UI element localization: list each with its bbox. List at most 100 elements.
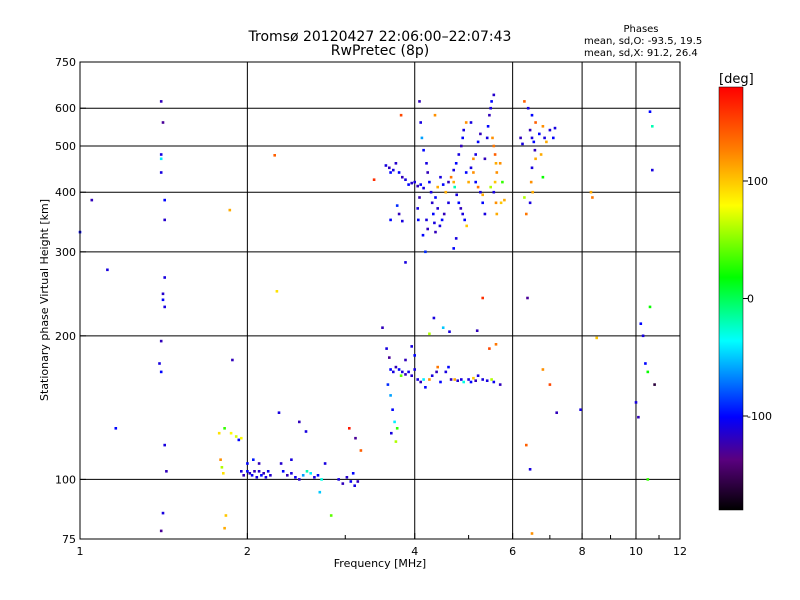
y-tick-label: 500 <box>55 140 76 153</box>
data-point <box>349 480 353 483</box>
data-point <box>534 121 537 124</box>
data-point <box>436 207 439 210</box>
data-point <box>485 136 489 140</box>
data-point <box>422 186 425 190</box>
data-point <box>345 476 349 479</box>
data-point <box>637 415 640 419</box>
data-point <box>492 144 496 148</box>
data-point <box>469 380 473 384</box>
data-point <box>483 212 487 216</box>
data-point <box>419 183 422 186</box>
data-points <box>78 93 656 535</box>
data-point <box>530 166 534 170</box>
data-point <box>433 221 436 225</box>
data-point <box>481 201 484 205</box>
data-point <box>313 476 316 479</box>
data-point <box>454 237 458 240</box>
data-point <box>410 374 413 377</box>
colorbar-label: [deg] <box>719 72 754 87</box>
data-point <box>521 142 524 146</box>
data-point <box>384 164 388 167</box>
data-point <box>653 383 656 386</box>
data-point <box>476 185 480 189</box>
data-point <box>646 370 650 374</box>
data-point <box>159 339 163 343</box>
data-point <box>391 408 394 411</box>
data-point <box>436 365 439 369</box>
data-point <box>390 431 393 435</box>
data-point <box>159 153 163 156</box>
data-point <box>419 121 422 124</box>
data-point <box>395 427 399 430</box>
data-point <box>545 140 548 144</box>
data-point <box>449 378 453 381</box>
data-point <box>430 201 434 205</box>
data-point <box>163 443 166 447</box>
data-point <box>404 358 407 362</box>
data-point <box>534 157 537 161</box>
data-point <box>452 168 455 172</box>
data-point <box>472 157 475 161</box>
phase-info-x: mean, sd,X: 91.2, 26.4 <box>584 48 698 59</box>
data-point <box>329 514 333 517</box>
data-point <box>410 181 413 185</box>
data-point <box>246 470 249 473</box>
data-point <box>416 207 419 210</box>
data-point <box>464 121 468 124</box>
y-axis: 75 100 200 300 400 500 600 750 <box>55 56 86 546</box>
x-tick-label: 4 <box>411 545 418 558</box>
data-point <box>453 378 456 381</box>
data-point <box>323 462 327 465</box>
data-point <box>234 435 238 438</box>
data-point <box>434 230 437 234</box>
data-point <box>526 106 530 110</box>
data-point <box>424 386 427 389</box>
data-point <box>460 378 463 381</box>
data-point <box>595 336 598 340</box>
data-point <box>404 373 407 376</box>
phase-info-title: Phases <box>623 24 658 35</box>
y-tick-label: 400 <box>55 186 76 199</box>
data-point <box>552 136 555 140</box>
data-point <box>525 212 528 216</box>
data-point <box>219 458 222 461</box>
data-point <box>541 125 545 128</box>
data-point <box>407 370 410 374</box>
data-point <box>469 121 473 124</box>
data-point <box>257 462 261 465</box>
data-point <box>467 180 470 184</box>
data-point <box>161 511 165 515</box>
data-point <box>543 136 546 140</box>
data-point <box>356 480 360 483</box>
data-point <box>456 379 459 382</box>
data-point <box>447 180 450 184</box>
data-point <box>448 330 451 333</box>
data-point <box>240 470 243 473</box>
data-point <box>501 180 504 184</box>
grid <box>80 62 680 539</box>
data-point <box>158 362 161 365</box>
data-point <box>461 212 464 216</box>
data-point <box>394 162 398 165</box>
data-point <box>341 482 345 485</box>
data-point <box>526 296 529 300</box>
data-point <box>425 162 428 165</box>
data-point <box>337 478 340 481</box>
data-point <box>407 183 410 186</box>
data-point <box>429 190 433 194</box>
y-tick-label: 300 <box>55 246 76 259</box>
data-point <box>489 106 492 110</box>
data-point <box>439 175 442 179</box>
data-point <box>646 478 650 481</box>
data-point <box>416 378 419 381</box>
data-point <box>447 201 450 205</box>
data-point <box>494 201 498 205</box>
data-point <box>489 185 492 189</box>
data-point <box>250 474 254 477</box>
y-tick-label: 100 <box>55 473 76 486</box>
data-point <box>531 190 534 194</box>
data-point <box>246 462 249 465</box>
data-point <box>548 383 552 386</box>
y-axis-label: Stationary phase Virtual Height [km] <box>38 199 51 401</box>
data-point <box>404 261 407 264</box>
